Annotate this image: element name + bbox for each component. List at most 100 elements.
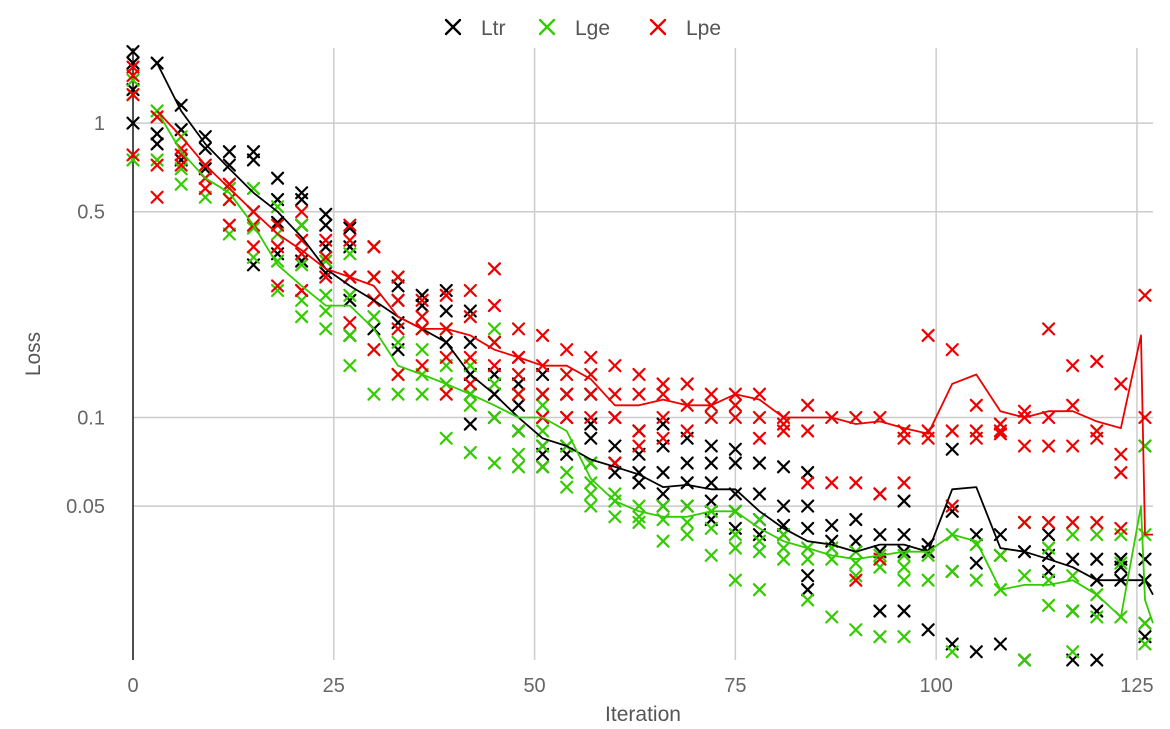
point-lpe (608, 410, 622, 425)
point-ltr (439, 283, 453, 298)
point-lge (560, 465, 574, 480)
point-lge (656, 534, 670, 548)
point-lge (1041, 541, 1056, 555)
point-lge (487, 377, 502, 391)
point-ltr (295, 192, 309, 207)
point-lge (1066, 645, 1080, 659)
point-ltr (969, 556, 983, 570)
point-lge (1138, 616, 1152, 630)
point-ltr (801, 521, 815, 535)
point-lge (969, 573, 983, 587)
point-ltr (704, 439, 718, 453)
point-lge (1017, 569, 1032, 583)
point-ltr (704, 476, 718, 490)
point-ltr (993, 637, 1008, 651)
point-lge (1090, 528, 1104, 542)
point-lpe (632, 424, 646, 438)
point-lpe (993, 424, 1008, 438)
point-lpe (849, 476, 863, 490)
point-lpe (270, 218, 285, 232)
y-tick-label: 0.5 (77, 202, 105, 224)
point-ltr (511, 377, 526, 391)
point-lge (632, 515, 646, 530)
point-lge (897, 560, 911, 574)
point-lpe (511, 387, 526, 401)
point-lge (295, 310, 309, 324)
point-lpe (656, 387, 670, 401)
point-lpe (680, 424, 694, 438)
point-lpe (222, 192, 236, 207)
point-ltr (897, 494, 911, 508)
point-lge (584, 499, 598, 513)
point-lge (728, 541, 742, 555)
axes: 0 25 50 75 100 125 1 0.5 0.1 0.05 (66, 48, 1154, 697)
point-ltr (439, 304, 453, 318)
legend-marker-lge (538, 18, 556, 36)
point-lpe (993, 427, 1008, 441)
point-lpe (1114, 447, 1128, 461)
point-lge (487, 456, 502, 470)
point-ltr (897, 528, 911, 542)
point-lge (511, 447, 526, 461)
point-lpe (1114, 377, 1128, 391)
point-lpe (367, 240, 381, 254)
point-lpe (656, 377, 670, 391)
point-lge (704, 521, 718, 535)
point-lpe (1041, 515, 1056, 530)
point-lge (511, 460, 526, 474)
point-ltr (776, 518, 791, 532)
legend-marker-lpe (649, 18, 667, 36)
point-lge (1138, 637, 1152, 651)
point-lpe (945, 424, 959, 438)
point-lpe (801, 398, 815, 412)
x-tick-label: 100 (919, 675, 952, 697)
point-ltr (150, 137, 164, 151)
legend-label-lge: Lge (575, 17, 610, 40)
point-lpe (1041, 322, 1056, 336)
point-lpe (560, 367, 574, 382)
point-lge (680, 499, 694, 513)
legend-item-lpe: Lpe (649, 17, 721, 40)
x-tick-label: 125 (1120, 675, 1153, 697)
point-lge (560, 480, 574, 494)
point-lpe (897, 431, 911, 445)
point-lpe (319, 270, 333, 284)
point-lge (319, 304, 333, 318)
point-lpe (415, 310, 429, 324)
point-ltr (776, 499, 791, 513)
point-lpe (222, 218, 236, 232)
point-lge (367, 387, 381, 401)
point-ltr (222, 145, 236, 159)
point-lpe (536, 328, 550, 343)
point-ltr (969, 645, 983, 659)
point-lpe (584, 387, 598, 401)
point-lge (752, 512, 767, 527)
legend-item-ltr: Ltr (444, 17, 506, 40)
point-lpe (632, 439, 646, 453)
point-lpe (728, 398, 742, 412)
grid (133, 48, 1153, 660)
point-lge (536, 439, 550, 453)
point-lge (728, 573, 742, 587)
series-ltr (126, 45, 1152, 667)
point-lge (656, 499, 670, 513)
point-ltr (198, 162, 212, 176)
point-lge (776, 541, 791, 555)
point-ltr (198, 130, 212, 144)
point-lpe (343, 316, 357, 330)
point-lge (1041, 598, 1056, 612)
point-lge (487, 322, 502, 336)
point-ltr (126, 116, 140, 130)
point-lge (319, 322, 333, 336)
point-lge (511, 424, 526, 438)
point-lge (343, 359, 357, 373)
point-ltr (704, 494, 718, 508)
point-ltr (270, 171, 285, 185)
point-lge (295, 258, 309, 272)
point-ltr (752, 456, 767, 470)
point-lge (343, 247, 357, 261)
legend: Ltr Lge Lpe (444, 17, 721, 40)
point-lpe (1066, 359, 1080, 373)
point-ltr (1066, 552, 1080, 566)
point-lpe (270, 279, 285, 293)
